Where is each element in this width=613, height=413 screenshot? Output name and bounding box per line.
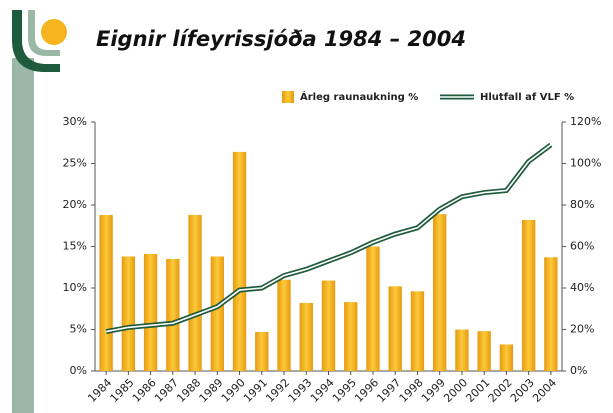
bar xyxy=(121,256,136,371)
x-tick-label: 1986 xyxy=(130,376,159,405)
logo-sun xyxy=(41,19,67,45)
x-tick-label: 1985 xyxy=(108,376,137,405)
x-tick-label: 1988 xyxy=(174,376,203,405)
bar xyxy=(166,258,180,371)
x-tick-label: 1996 xyxy=(352,376,381,405)
x-tick-label: 1997 xyxy=(374,376,403,405)
legend-label: Árleg raunaukning % xyxy=(300,90,418,103)
y2-tick-label: 20% xyxy=(570,323,594,336)
x-tick-label: 2004 xyxy=(530,376,559,405)
y-tick-label: 20% xyxy=(63,198,87,211)
x-tick-label: 1994 xyxy=(308,376,337,405)
legend-swatch xyxy=(282,91,294,103)
bar xyxy=(188,214,202,371)
bar xyxy=(344,302,358,371)
y-tick-label: 5% xyxy=(70,323,87,336)
bar xyxy=(299,302,313,371)
x-tick-label: 1991 xyxy=(241,376,270,405)
bar xyxy=(388,286,402,371)
bar xyxy=(255,331,269,371)
y2-tick-label: 40% xyxy=(570,281,594,294)
x-tick-label: 1987 xyxy=(152,376,181,405)
y2-tick-label: 100% xyxy=(570,157,601,170)
bar xyxy=(499,344,514,371)
x-tick-label: 1989 xyxy=(197,376,226,405)
bar xyxy=(521,219,536,371)
x-tick-label: 2003 xyxy=(508,376,537,405)
bar xyxy=(410,291,425,371)
x-tick-label: 1999 xyxy=(419,376,448,405)
y-tick-label: 25% xyxy=(63,157,87,170)
y2-tick-label: 60% xyxy=(570,240,594,253)
logo-arc xyxy=(12,10,60,72)
bar xyxy=(477,331,491,371)
x-tick-label: 1998 xyxy=(397,376,426,405)
y-tick-label: 15% xyxy=(63,240,87,253)
bar xyxy=(544,257,558,371)
chart-title: Eignir lífeyrissjóða 1984 – 2004 xyxy=(96,27,466,51)
x-tick-label: 1993 xyxy=(286,376,315,405)
line-inner xyxy=(105,144,552,333)
x-tick-label: 2001 xyxy=(463,376,492,405)
bar xyxy=(366,246,380,371)
bar xyxy=(455,329,469,371)
x-tick-label: 1992 xyxy=(263,376,292,405)
bar xyxy=(210,256,224,371)
x-tick-label: 2000 xyxy=(441,376,470,405)
y-tick-label: 30% xyxy=(63,115,87,128)
bar xyxy=(99,214,113,371)
bar xyxy=(143,253,158,371)
y-tick-label: 10% xyxy=(63,281,87,294)
x-tick-label: 1995 xyxy=(330,376,359,405)
x-tick-label: 1984 xyxy=(85,376,114,405)
legend-label: Hlutfall af VLF % xyxy=(480,92,574,103)
y-tick-label: 0% xyxy=(70,364,87,377)
bar xyxy=(321,280,336,371)
x-tick-label: 1990 xyxy=(219,376,248,405)
y2-tick-label: 80% xyxy=(570,198,594,211)
bar xyxy=(433,214,447,371)
bar xyxy=(277,279,291,371)
y2-tick-label: 0% xyxy=(570,364,587,377)
x-tick-label: 2002 xyxy=(486,376,515,405)
side-band xyxy=(12,58,34,413)
bar xyxy=(232,151,247,371)
y2-tick-label: 120% xyxy=(570,115,601,128)
logo-arc xyxy=(28,10,60,56)
